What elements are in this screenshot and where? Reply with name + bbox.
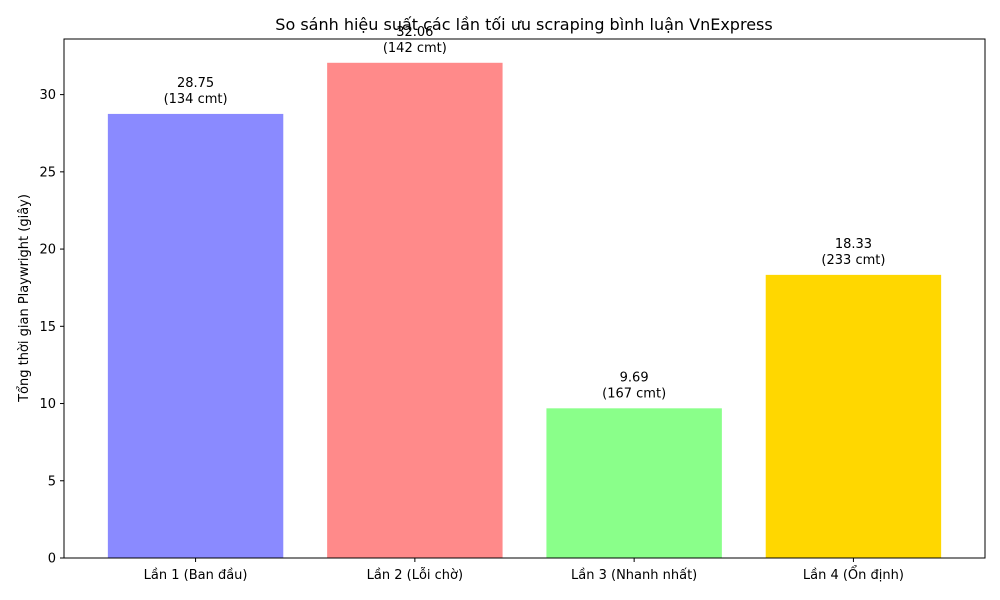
plot-frame [63,38,986,559]
y-tick-label: 5 [48,474,56,489]
bars-layer [107,62,942,559]
bar-1 [107,113,284,559]
data-labels-layer: 28.75(134 cmt) 32.06(142 cmt) 9.69(167 cmt… [164,25,886,402]
x-tick-label: Lần 3 (Nhanh nhất) [571,568,697,583]
bar-value-label: 28.75 [177,76,214,91]
x-axis: Lần 1 (Ban đầu) Lần 2 (Lỗi chờ) Lần 3 (Nha… [144,558,904,583]
bar-2 [327,62,503,558]
bar-4 [765,274,942,558]
bar-value-label: 32.06 [396,25,433,40]
x-tick-label: Lần 2 (Lỗi chờ) [367,568,463,583]
y-tick-label: 25 [39,165,56,180]
bar-comment-label: (167 cmt) [602,386,666,401]
bar-comment-label: (134 cmt) [164,92,228,107]
bar-value-label: 9.69 [620,370,649,385]
y-axis-label: Tổng thời gian Playwright (giây) [17,194,32,403]
y-tick-label: 15 [39,320,56,335]
y-tick-label: 30 [39,88,56,103]
chart-title: So sánh hiệu suất các lần tối ưu scrapin… [275,15,772,34]
x-tick-label: Lần 4 (Ổn định) [803,566,904,583]
bar-comment-label: (233 cmt) [821,253,885,268]
y-tick-label: 20 [39,243,56,258]
y-axis: 0 5 10 15 20 25 30 [39,88,64,567]
bar-comment-label: (142 cmt) [383,41,447,56]
x-tick-label: Lần 1 (Ban đầu) [144,568,248,583]
y-tick-label: 10 [39,397,56,412]
bar-3 [546,408,722,558]
y-tick-label: 0 [48,552,56,567]
bar-value-label: 18.33 [835,237,872,252]
